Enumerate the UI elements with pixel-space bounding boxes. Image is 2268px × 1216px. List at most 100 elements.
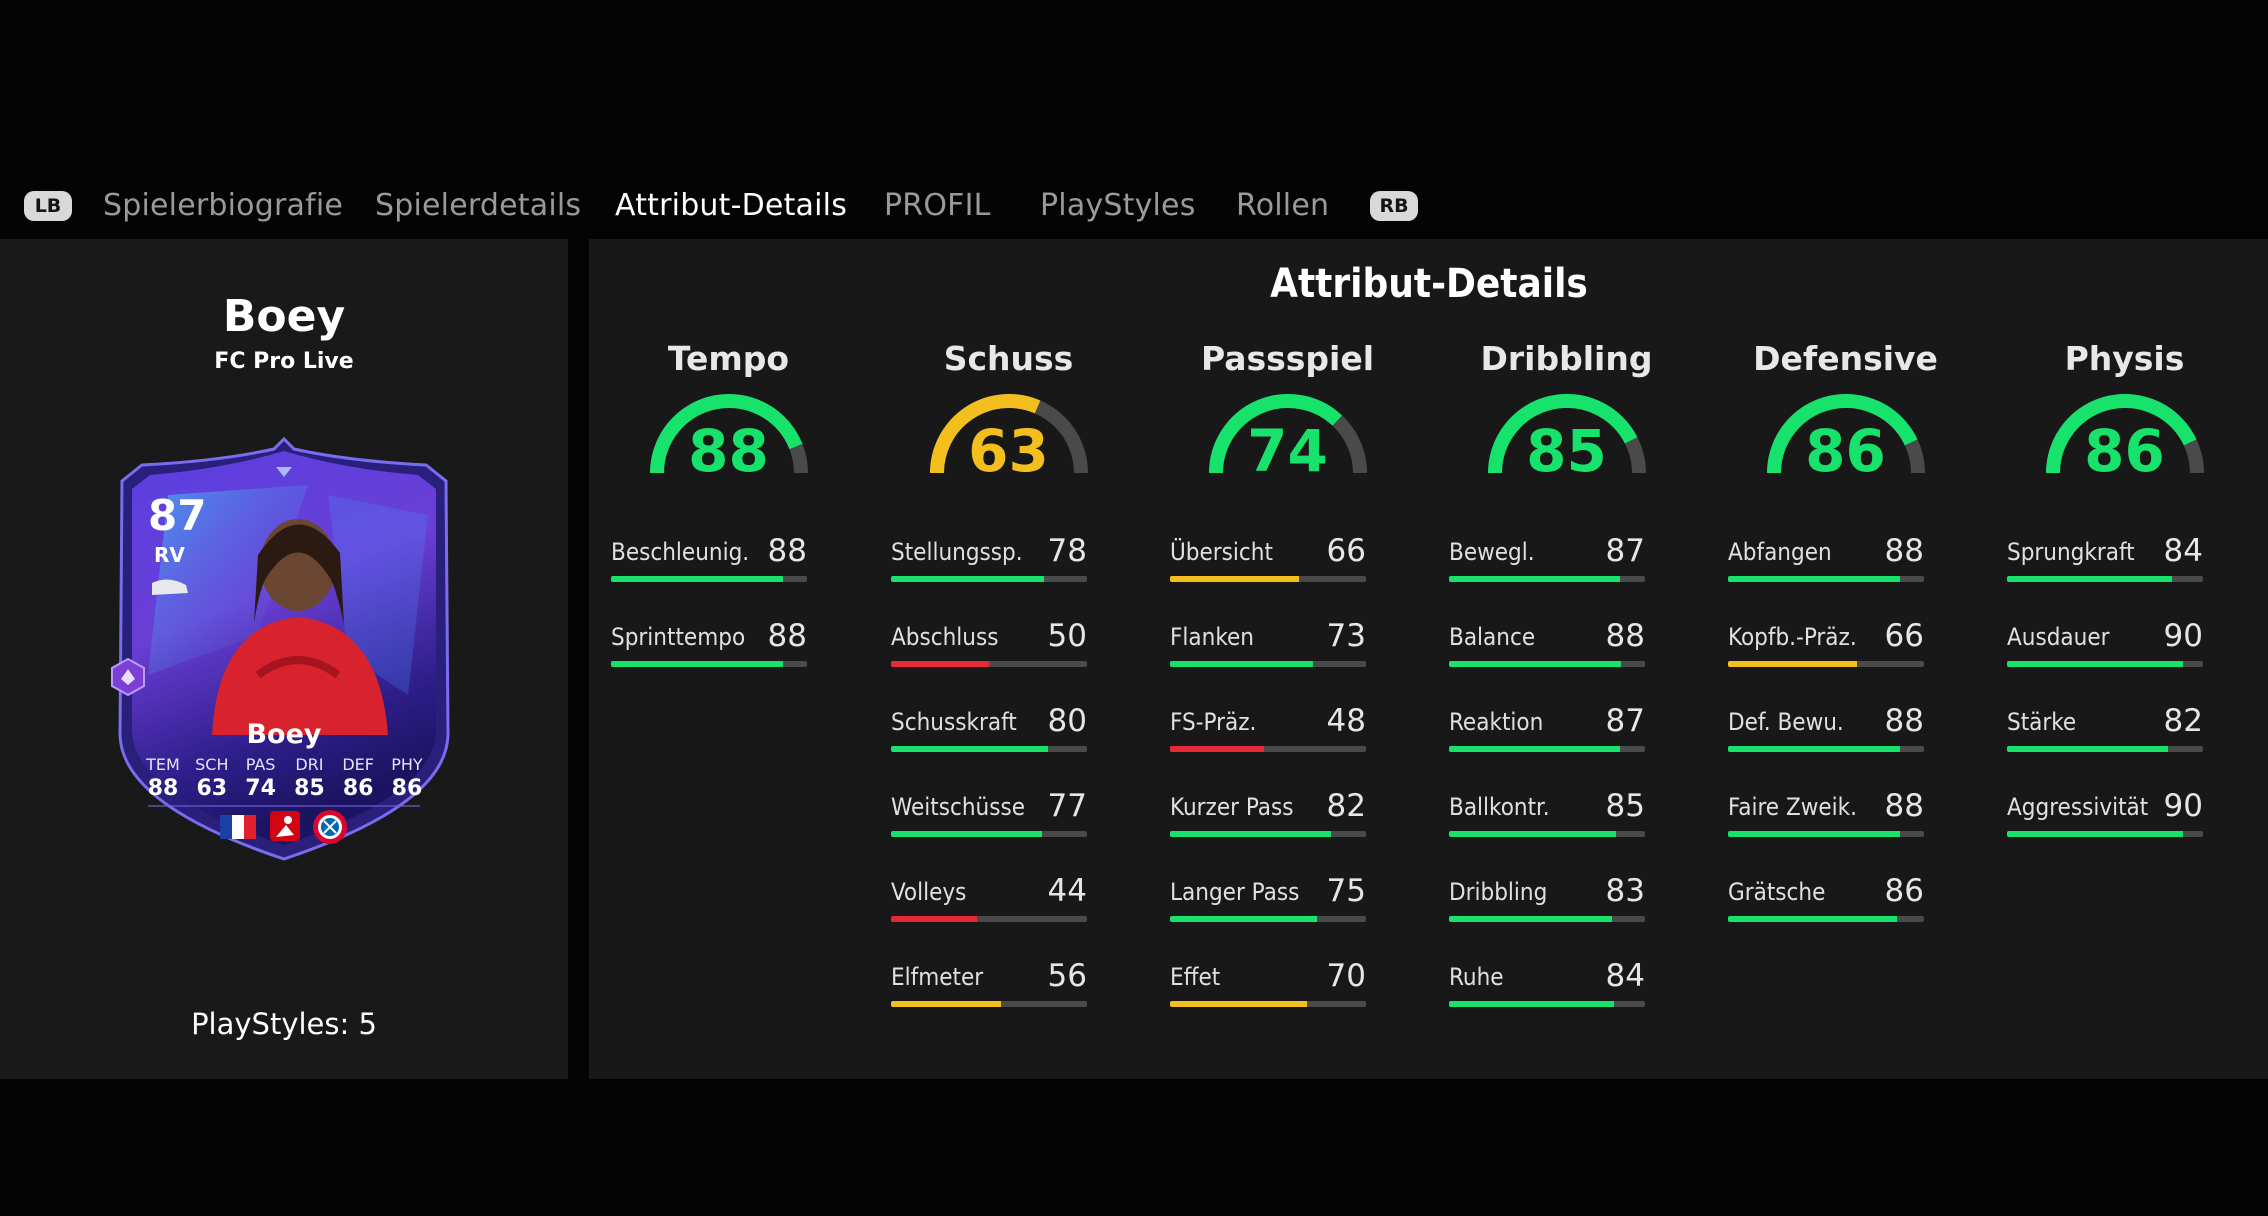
- tab-spielerdetails[interactable]: Spielerdetails: [375, 188, 582, 223]
- sub-attribute-label: Flanken: [1170, 623, 1254, 651]
- sub-attribute-value: 83: [1605, 873, 1645, 909]
- sub-attribute-value: 66: [1326, 533, 1366, 569]
- sub-attribute-bar: [611, 661, 807, 667]
- category-title: Defensive: [1753, 339, 1938, 378]
- card-stat: TEM 88: [140, 755, 186, 801]
- sub-attribute-bar: [891, 576, 1087, 582]
- tab-bar: LB Spielerbiografie Spielerdetails Attri…: [0, 178, 2268, 234]
- sub-attribute-row: Balance 88: [1449, 618, 1645, 683]
- sub-attribute-bar-fill: [1728, 576, 1901, 582]
- sub-attribute-row: Kopfb.-Präz. 66: [1728, 618, 1924, 683]
- sub-attribute-value: 88: [1884, 533, 1924, 569]
- tab-playstyles[interactable]: PlayStyles: [1040, 188, 1196, 223]
- sub-attribute-bar: [1728, 661, 1924, 667]
- sub-attribute-value: 82: [1326, 788, 1366, 824]
- sub-attribute-bar-fill: [891, 576, 1044, 582]
- card-stat-label: TEM: [146, 755, 180, 774]
- card-overall-rating: 87: [148, 491, 207, 540]
- playstyles-count: PlayStyles: 5: [191, 1007, 377, 1041]
- sub-attribute-row: Abschluss 50: [891, 618, 1087, 683]
- sub-attribute-bar-fill: [1728, 916, 1897, 922]
- category-rating: 85: [1526, 417, 1607, 485]
- category-gauge: 86: [1985, 383, 2264, 503]
- sub-attribute-value: 88: [1605, 618, 1645, 654]
- tab-profil[interactable]: PROFIL: [884, 188, 991, 223]
- sub-attribute-label: Stellungssp.: [891, 538, 1023, 566]
- card-stat-label: DEF: [342, 755, 374, 774]
- sub-attribute-value: 86: [1884, 873, 1924, 909]
- sub-attribute-row: Beschleunig. 88: [611, 533, 807, 598]
- sub-attribute-bar: [1728, 576, 1924, 582]
- sub-attribute-row: Aggressivität 90: [2007, 788, 2203, 853]
- sub-attribute-label: Balance: [1449, 623, 1536, 651]
- sub-attribute-row: Volleys 44: [891, 873, 1087, 938]
- player-name: Boey: [222, 291, 346, 342]
- card-stat-label: DRI: [295, 755, 324, 774]
- sub-attribute-bar-fill: [611, 661, 784, 667]
- card-background: [118, 436, 450, 861]
- gauge-fill: [1488, 394, 1638, 474]
- player-card-type: FC Pro Live: [214, 349, 354, 374]
- sub-attribute-bar-fill: [891, 831, 1042, 837]
- sub-attribute-bar: [891, 916, 1087, 922]
- sub-attribute-label: Effet: [1170, 963, 1221, 991]
- tab-spielerbiografie[interactable]: Spielerbiografie: [103, 188, 344, 223]
- sub-attribute-bar-fill: [2007, 576, 2172, 582]
- lb-button-icon[interactable]: LB: [24, 191, 72, 221]
- sub-attribute-value: 73: [1326, 618, 1366, 654]
- sub-attribute-bar: [1449, 576, 1645, 582]
- category-rating: 63: [968, 417, 1049, 485]
- sub-attribute-label: Dribbling: [1449, 878, 1548, 906]
- rb-button-icon[interactable]: RB: [1370, 191, 1418, 221]
- sub-attribute-bar: [1170, 576, 1366, 582]
- sub-attribute-row: Def. Bewu. 88: [1728, 703, 1924, 768]
- sub-attribute-label: Grätsche: [1728, 878, 1826, 906]
- sub-attribute-value: 44: [1047, 873, 1087, 909]
- sub-attribute-bar: [1728, 916, 1924, 922]
- sub-attribute-value: 66: [1884, 618, 1924, 654]
- sub-attribute-value: 88: [767, 533, 807, 569]
- sub-attribute-label: Schusskraft: [891, 708, 1017, 736]
- sub-attribute-row: FS-Präz. 48: [1170, 703, 1366, 768]
- sub-attribute-bar: [1728, 831, 1924, 837]
- card-player-name: Boey: [246, 719, 322, 750]
- card-position: RV: [154, 543, 185, 567]
- sub-attribute-row: Effet 70: [1170, 958, 1366, 1023]
- category-title: Dribbling: [1480, 339, 1653, 378]
- sub-attribute-bar-fill: [1170, 916, 1317, 922]
- sub-attribute-bar: [891, 1001, 1087, 1007]
- sub-attribute-value: 70: [1326, 958, 1366, 994]
- sub-attribute-label: Kopfb.-Präz.: [1728, 623, 1857, 651]
- sub-attribute-bar-fill: [891, 916, 978, 922]
- category-rating: 74: [1247, 417, 1328, 485]
- sub-attribute-bar-fill: [611, 576, 784, 582]
- sub-attribute-label: Def. Bewu.: [1728, 708, 1844, 736]
- sub-attribute-value: 90: [2163, 618, 2203, 654]
- gauge-fill: [1209, 394, 1343, 474]
- sub-attribute-label: Langer Pass: [1170, 878, 1300, 906]
- sub-attribute-label: Übersicht: [1170, 538, 1273, 566]
- tab-rollen[interactable]: Rollen: [1236, 188, 1330, 223]
- sub-attribute-value: 50: [1047, 618, 1087, 654]
- sub-attribute-bar-fill: [1728, 831, 1901, 837]
- sub-attribute-label: Faire Zweik.: [1728, 793, 1858, 821]
- sub-attribute-value: 82: [2163, 703, 2203, 739]
- category-rating: 88: [688, 417, 769, 485]
- card-stat-label: PHY: [391, 755, 423, 774]
- sub-attribute-value: 84: [1605, 958, 1645, 994]
- sub-attribute-row: Stellungssp. 78: [891, 533, 1087, 598]
- sub-attribute-bar: [891, 746, 1087, 752]
- sub-attribute-row: Elfmeter 56: [891, 958, 1087, 1023]
- category-title: Physis: [2064, 339, 2185, 378]
- sub-attribute-bar: [1449, 661, 1645, 667]
- sub-attribute-value: 87: [1605, 533, 1645, 569]
- sub-attribute-bar: [1449, 1001, 1645, 1007]
- sub-attribute-bar-fill: [1170, 576, 1300, 582]
- sub-attribute-bar-fill: [1170, 1001, 1308, 1007]
- category-title: Passspiel: [1200, 339, 1375, 378]
- sub-attribute-value: 75: [1326, 873, 1366, 909]
- sub-attribute-bar: [1728, 746, 1924, 752]
- player-card[interactable]: 87 RV Boey TEM 88 SCH 63 PAS 74 DRI 85 DEF 86…: [108, 435, 460, 865]
- sub-attribute-bar: [891, 831, 1087, 837]
- tab-attribut-details[interactable]: Attribut-Details: [615, 188, 848, 223]
